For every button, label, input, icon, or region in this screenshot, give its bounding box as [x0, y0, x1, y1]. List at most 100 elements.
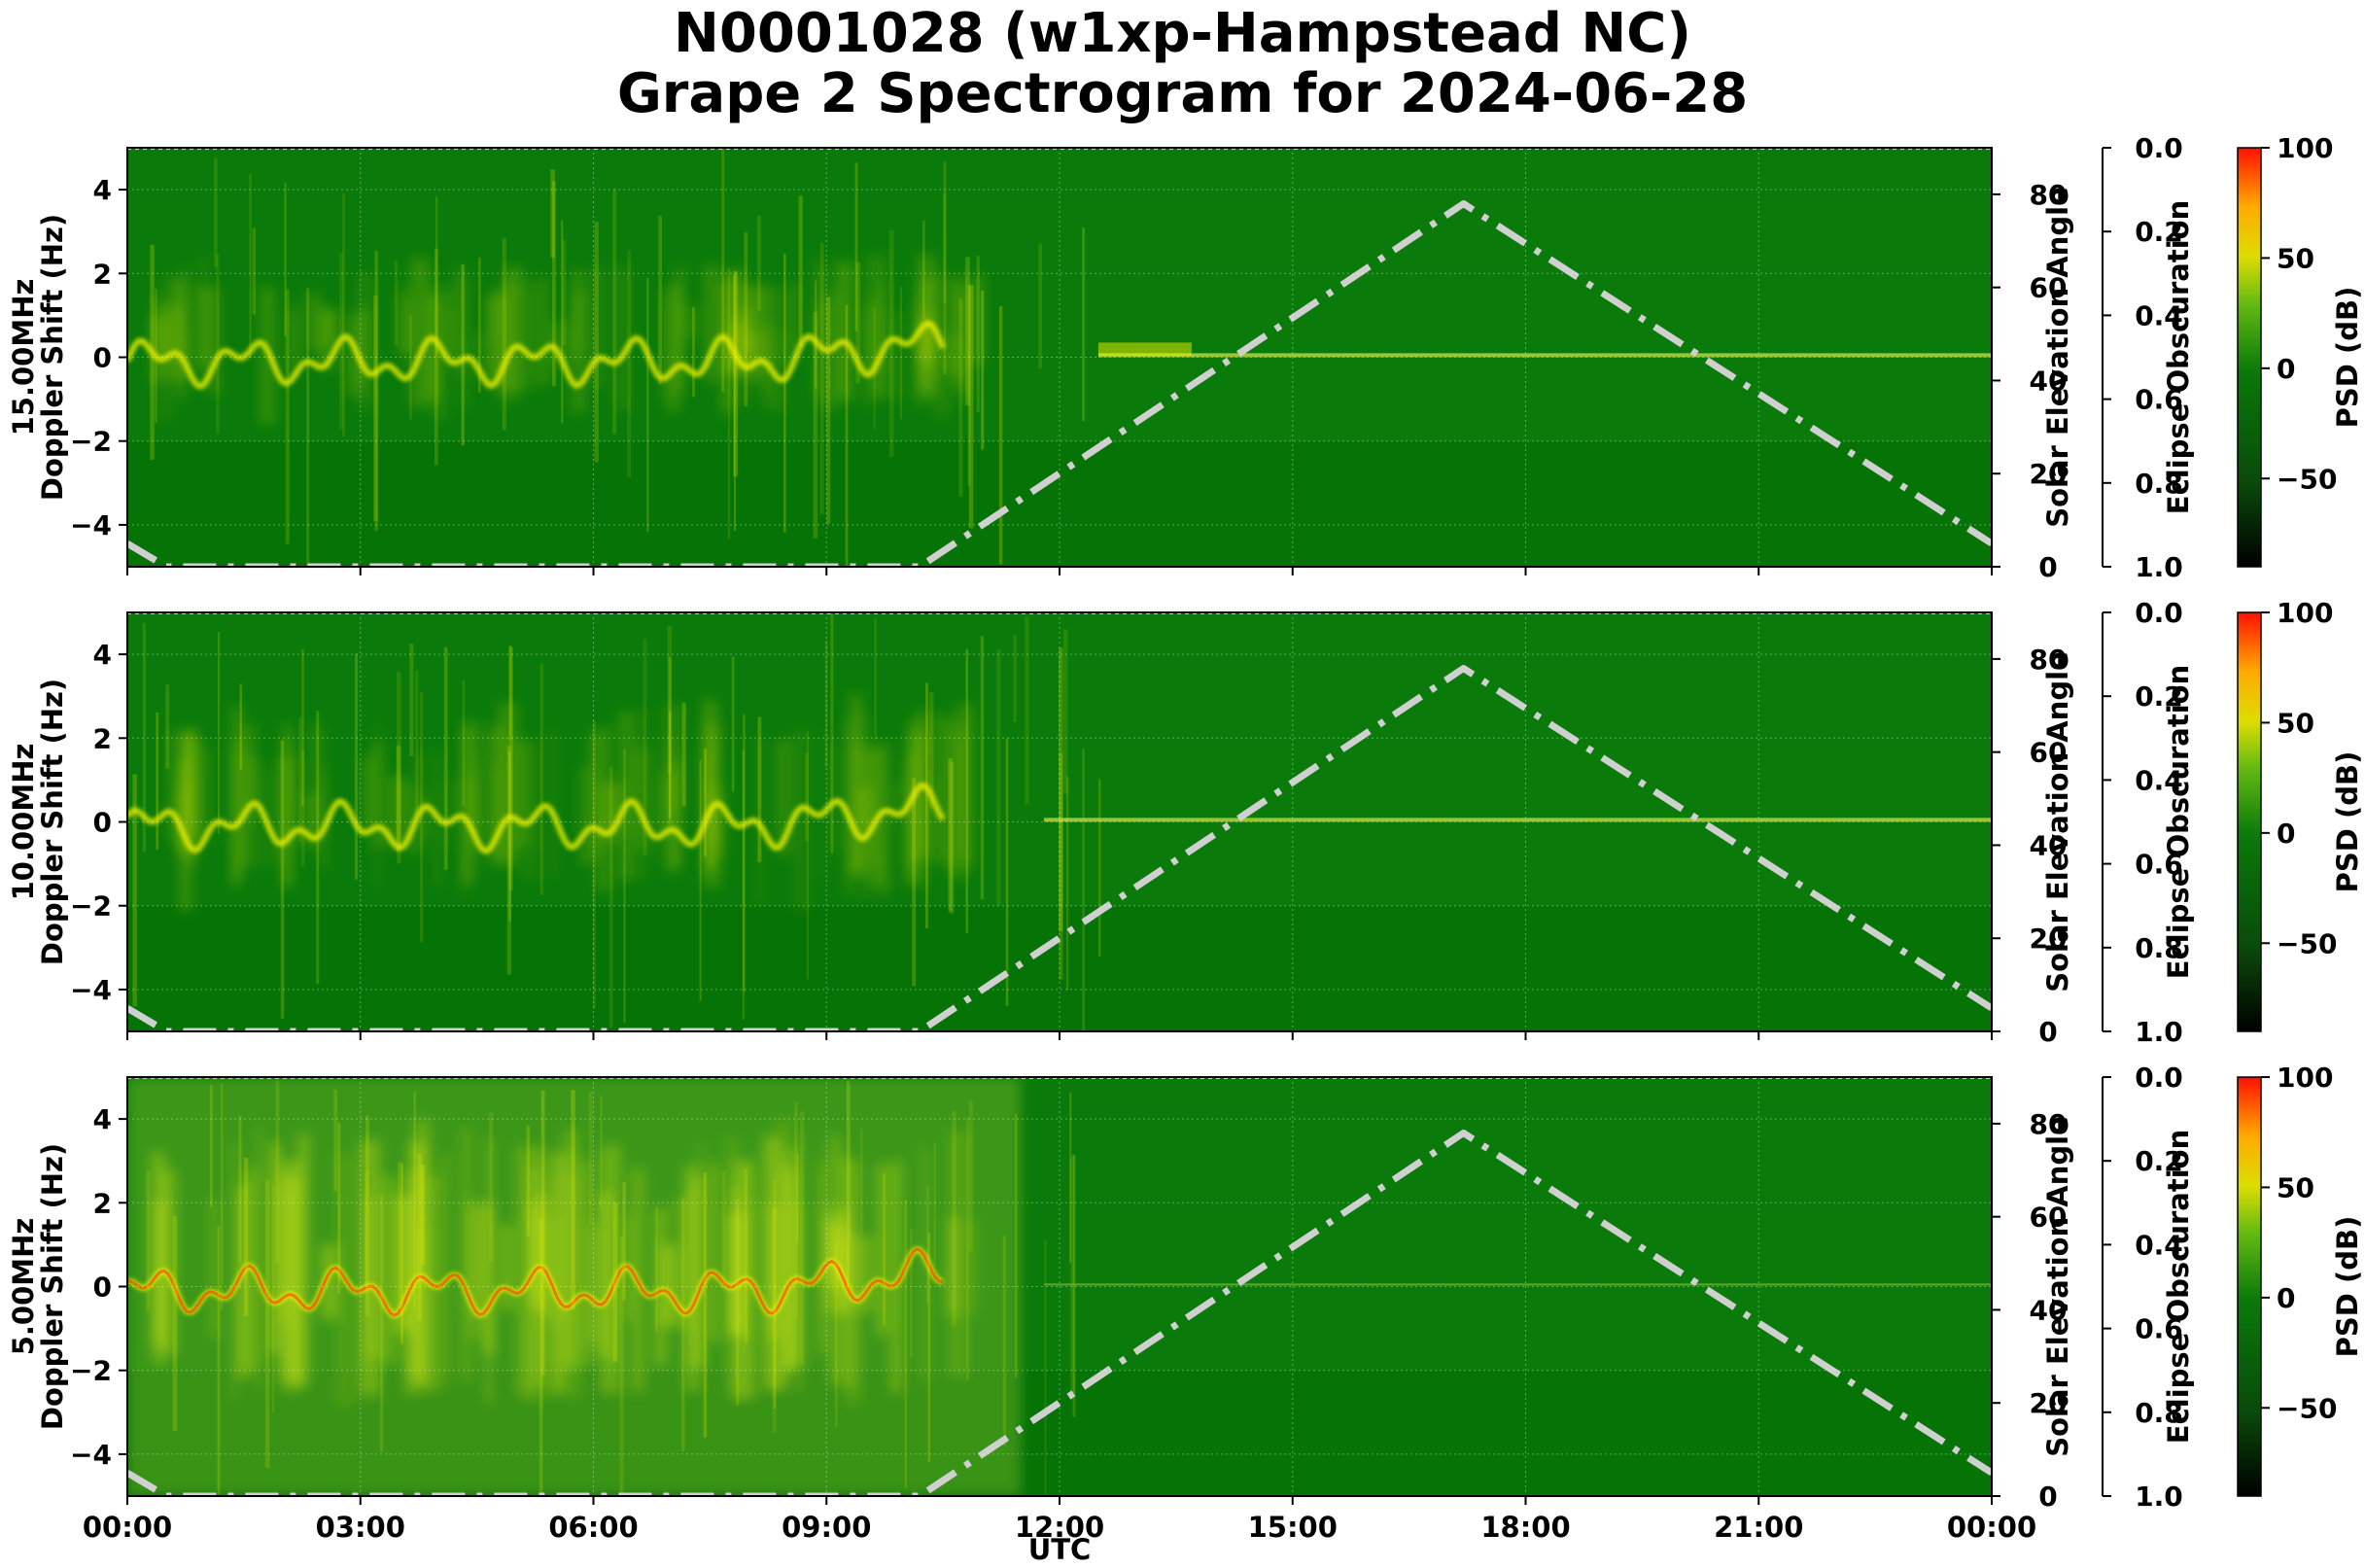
- vertical-streak: [420, 1165, 425, 1266]
- vertical-streak: [380, 1194, 384, 1453]
- doppler-peak-trace: [127, 1247, 944, 1317]
- x-tick-label: 06:00: [548, 1511, 638, 1544]
- diffuse-streak: [370, 743, 385, 848]
- solar-tick-label: 60: [2030, 272, 2068, 304]
- noise-floor: [127, 905, 1992, 1031]
- vertical-streak: [799, 1111, 805, 1366]
- vertical-streak: [699, 760, 702, 1001]
- vertical-streak: [365, 1170, 369, 1287]
- vertical-streak: [502, 237, 506, 431]
- diffuse-streak: [825, 292, 840, 413]
- diffuse-streak: [489, 290, 502, 381]
- vertical-streak: [284, 182, 287, 337]
- vertical-streak: [526, 1126, 530, 1237]
- vertical-streak: [798, 195, 803, 348]
- frequency-label: 5.00MHz: [7, 1218, 40, 1356]
- y-tick-label: 0: [93, 342, 112, 374]
- vertical-streak: [252, 227, 257, 315]
- vertical-streak: [667, 626, 673, 774]
- diffuse-streak: [660, 296, 669, 399]
- solar-tick-label: 40: [2030, 829, 2068, 861]
- diffuse-streak: [361, 756, 374, 830]
- vertical-streak: [333, 1089, 337, 1192]
- colorbar: [2237, 611, 2262, 1032]
- vertical-streak: [622, 1181, 626, 1301]
- chart-title-line1: N0001028 (w1xp-Hampstead NC): [674, 2, 1691, 65]
- diffuse-streak: [460, 279, 470, 410]
- vertical-streak: [342, 192, 345, 436]
- vertical-streak: [643, 639, 647, 856]
- diffuse-streak: [409, 258, 432, 407]
- solar-tick-label: 20: [2030, 458, 2068, 490]
- vertical-streak: [540, 1090, 545, 1376]
- vertical-streak: [619, 1236, 624, 1496]
- vertical-streak: [409, 644, 414, 756]
- vertical-streak: [443, 646, 448, 870]
- diffuse-streak: [783, 331, 792, 365]
- vertical-streak: [742, 749, 745, 1020]
- vertical-streak: [354, 653, 359, 880]
- vertical-streak: [612, 189, 617, 435]
- vertical-streak: [413, 1092, 416, 1309]
- vertical-streak: [968, 1100, 973, 1252]
- vertical-streak: [967, 284, 971, 486]
- vertical-streak: [733, 270, 738, 477]
- vertical-streak: [926, 1186, 929, 1303]
- vertical-streak: [571, 1090, 575, 1309]
- eclipse-axis-label: Eclipse Obscuration: [2162, 665, 2195, 979]
- vertical-streak: [588, 1091, 593, 1226]
- vertical-streak: [904, 1200, 907, 1489]
- vertical-streak: [744, 231, 748, 407]
- vertical-streak: [306, 288, 310, 567]
- y-tick-label: 4: [93, 1103, 112, 1135]
- diffuse-streak: [764, 287, 785, 412]
- colorbar: [2237, 1076, 2262, 1497]
- diffuse-streak: [732, 267, 744, 372]
- vertical-streak: [668, 656, 672, 819]
- colorbar-tick-label: 0: [2277, 1282, 2295, 1314]
- colorbar-tick-label: 100: [2277, 1062, 2333, 1094]
- diffuse-streak: [450, 778, 465, 822]
- vertical-streak: [142, 622, 146, 853]
- vertical-streak: [796, 1153, 799, 1243]
- diffuse-streak: [972, 275, 984, 366]
- diffuse-streak: [641, 707, 648, 881]
- diffuse-streak: [948, 723, 968, 881]
- vertical-streak: [655, 1206, 658, 1333]
- x-tick-label: 03:00: [316, 1511, 405, 1544]
- vertical-streak: [409, 314, 412, 420]
- eclipse-tick-label: 1.0: [2135, 1016, 2183, 1048]
- x-tick-label: 21:00: [1714, 1511, 1803, 1544]
- vertical-streak: [373, 295, 378, 522]
- vertical-streak: [773, 1207, 777, 1410]
- vertical-streak: [155, 288, 157, 423]
- colorbar-tick-label: 50: [2277, 1171, 2314, 1203]
- eclipse-tick-label: 0.2: [2135, 216, 2183, 248]
- vertical-streak: [221, 1083, 224, 1310]
- diffuse-streak: [167, 728, 176, 839]
- vertical-streak: [691, 306, 695, 398]
- vertical-streak: [1013, 635, 1017, 723]
- vertical-streak: [264, 1179, 270, 1469]
- vertical-streak: [1059, 753, 1063, 980]
- y-tick-label: −4: [70, 1439, 112, 1471]
- vertical-streak: [1014, 1113, 1018, 1378]
- diffuse-streak: [868, 745, 875, 867]
- x-axis: [126, 567, 1993, 575]
- colorbar-label: PSD (dB): [2331, 287, 2364, 429]
- vertical-streak: [669, 712, 672, 824]
- solar-axis-label: Solar Elevation Angle: [2041, 187, 2074, 528]
- x-axis: [126, 1031, 1993, 1040]
- vertical-streak: [933, 1141, 937, 1265]
- signal-layer: [127, 148, 1992, 567]
- eclipse-tick-label: 0.8: [2135, 468, 2183, 500]
- vertical-streak: [397, 1161, 401, 1308]
- vertical-streak: [948, 757, 954, 912]
- eclipse-tick-label: 0.6: [2135, 849, 2183, 881]
- vertical-streak: [964, 257, 970, 406]
- vertical-streak: [417, 1153, 423, 1320]
- vertical-streak: [156, 712, 159, 851]
- eclipse-tick-label: 0.8: [2135, 1397, 2183, 1429]
- vertical-streak: [216, 254, 220, 435]
